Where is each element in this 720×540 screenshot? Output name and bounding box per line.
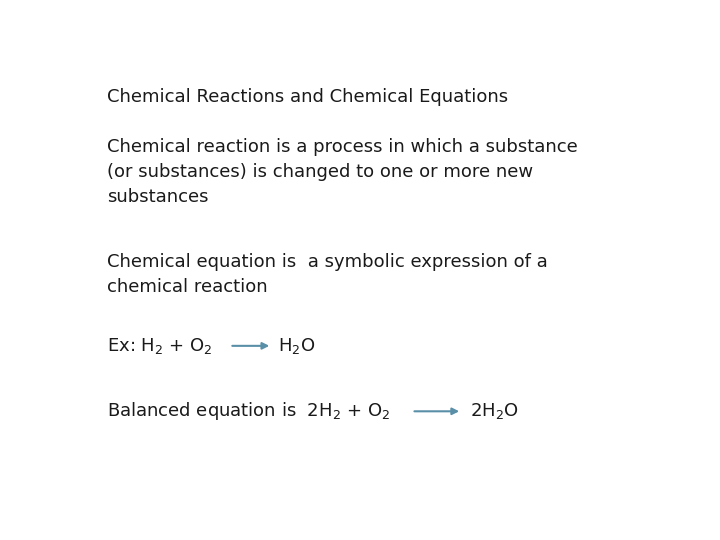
Text: Balanced equation is  2H$_2$ + O$_2$: Balanced equation is 2H$_2$ + O$_2$	[107, 400, 390, 422]
Text: Ex: H$_2$ + O$_2$: Ex: H$_2$ + O$_2$	[107, 336, 212, 356]
Text: Chemical reaction is a process in which a substance
(or substances) is changed t: Chemical reaction is a process in which …	[107, 138, 577, 206]
Text: 2H$_2$O: 2H$_2$O	[469, 401, 518, 421]
Text: Chemical equation is  a symbolic expression of a
chemical reaction: Chemical equation is a symbolic expressi…	[107, 253, 548, 296]
Text: Chemical Reactions and Chemical Equations: Chemical Reactions and Chemical Equation…	[107, 88, 508, 106]
Text: H$_2$O: H$_2$O	[277, 336, 315, 356]
